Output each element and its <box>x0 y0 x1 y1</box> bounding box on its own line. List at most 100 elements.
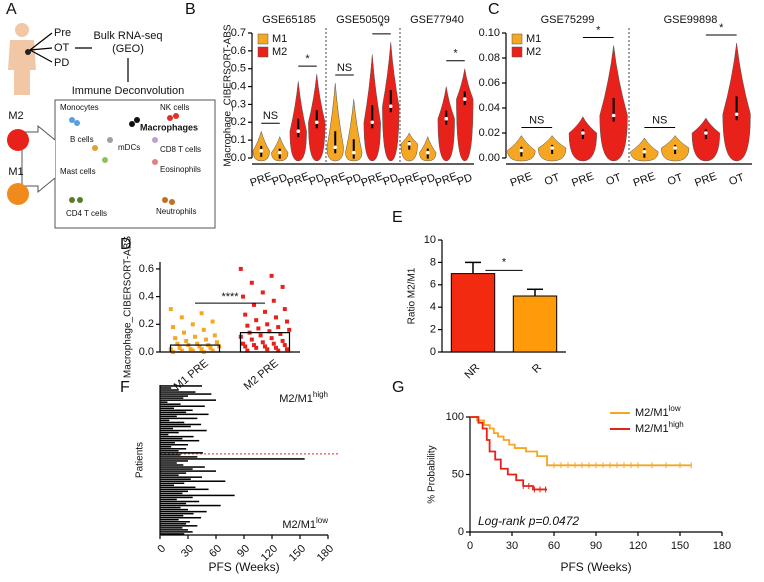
m1-cell <box>7 183 29 205</box>
bar <box>160 407 174 410</box>
bar <box>160 439 200 442</box>
bar <box>160 514 184 517</box>
data-point <box>210 319 215 324</box>
median-dot <box>611 113 616 118</box>
y-tick-label: 10 <box>424 234 436 246</box>
bar <box>160 425 191 428</box>
tumor <box>25 49 31 55</box>
input-label: OT <box>54 42 70 54</box>
data-point <box>184 338 189 343</box>
median-dot <box>277 150 282 155</box>
bar <box>160 527 183 529</box>
label-text: M2/M1 <box>279 393 313 405</box>
x-tick-label: OT <box>543 172 562 189</box>
bar <box>160 508 188 511</box>
x-tick-label: PRE <box>360 170 385 189</box>
bar <box>160 521 190 523</box>
significance: * <box>379 21 384 33</box>
bar <box>160 494 235 497</box>
median-dot <box>734 112 739 117</box>
bar <box>160 516 202 519</box>
panel-label: G <box>392 379 404 396</box>
bar <box>160 385 202 387</box>
group-title: GSE65185 <box>262 14 316 26</box>
bar <box>160 393 212 395</box>
survival-curve <box>470 416 692 467</box>
x-tick-label: R <box>530 362 544 376</box>
bar <box>160 504 221 507</box>
y-tick-label: 0.4 <box>139 291 154 303</box>
arrows <box>29 32 129 82</box>
legend-label: M2 <box>526 46 541 58</box>
x-tick-label: 180 <box>713 540 731 552</box>
median-dot <box>296 129 301 134</box>
legend-label: M2 <box>272 46 287 58</box>
process-label: Bulk RNA-seq <box>93 30 162 42</box>
bar <box>512 295 558 353</box>
box-arrow <box>21 124 56 194</box>
label-sup: high <box>669 420 684 429</box>
bar <box>160 391 196 393</box>
cell-label: CD4 T cells <box>66 209 107 218</box>
data-point <box>271 341 276 346</box>
x-tick-label: PD <box>344 172 363 189</box>
cell-labels: Monocytes NK cells B cells Macrophages m… <box>60 103 201 218</box>
bar <box>160 482 185 485</box>
y-tick-label: 0.0 <box>139 346 154 358</box>
label-text: M2/M1 <box>282 519 316 531</box>
data-point <box>260 290 265 295</box>
y-tick-label: 4 <box>430 301 436 313</box>
data-point <box>199 347 204 352</box>
violin <box>345 99 363 162</box>
bar <box>160 397 184 399</box>
x-tick-label: PD <box>270 172 289 189</box>
annotation: Log-rank p=0.0472 <box>478 514 579 528</box>
data-point <box>215 340 219 345</box>
x-tick-label: PRE <box>509 170 534 189</box>
bar <box>160 486 196 489</box>
median-dot <box>444 116 449 121</box>
cell-label: Macrophages <box>140 122 198 132</box>
step-label: Immune Deconvolution <box>72 85 185 97</box>
x-tick-label: 30 <box>179 543 196 560</box>
median-dot <box>314 120 319 125</box>
bar <box>160 472 187 474</box>
bar <box>160 401 168 403</box>
y-tick-label: 50 <box>452 468 464 480</box>
significance: * <box>502 256 507 268</box>
x-tick-label: OT <box>727 172 746 189</box>
panel-label: B <box>185 1 196 18</box>
bar <box>160 419 170 422</box>
bar <box>160 464 184 466</box>
bar <box>160 429 207 432</box>
x-tick-label: OT <box>604 172 623 189</box>
panel-label: A <box>6 1 17 18</box>
person-head <box>15 23 29 37</box>
data-point <box>243 312 248 317</box>
bar <box>160 488 209 491</box>
bar <box>160 476 202 478</box>
y-tick-label: 0.1 <box>231 134 246 146</box>
bar <box>160 510 207 513</box>
data-point <box>282 343 287 348</box>
bar <box>160 470 216 472</box>
bar <box>160 446 172 448</box>
significance: * <box>596 24 601 36</box>
violin <box>456 68 474 162</box>
bar <box>160 468 193 470</box>
x-axis-label: PFS (Weeks) <box>208 560 279 574</box>
x-tick-label: PRE <box>570 170 595 189</box>
data-point <box>256 326 261 331</box>
m2-cell <box>7 129 29 151</box>
significance: * <box>453 48 458 60</box>
data-point <box>274 315 278 320</box>
median-dot <box>333 145 338 150</box>
data-point <box>249 280 254 285</box>
bar <box>160 450 179 452</box>
median-dot <box>642 149 647 154</box>
data-point <box>254 345 259 350</box>
data-point <box>287 327 292 332</box>
bar <box>160 399 216 401</box>
data-point <box>260 340 265 345</box>
